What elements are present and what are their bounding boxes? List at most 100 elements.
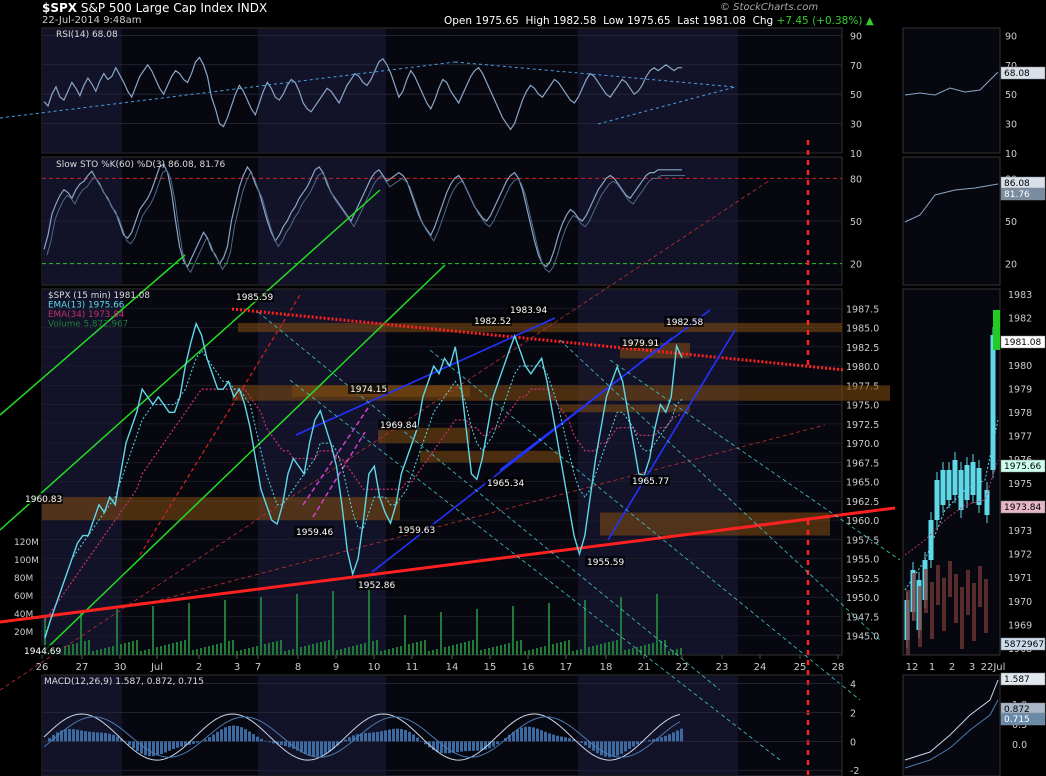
x-tick-label: 26 — [36, 662, 49, 673]
macd-histogram-bar — [208, 737, 211, 742]
macd-histogram-bar — [620, 741, 623, 754]
macd-histogram-bar — [436, 741, 439, 752]
volume-tick-label: 40M — [14, 610, 33, 620]
inset-badge-price: 1981.08 — [1004, 338, 1041, 348]
macd-histogram-bar — [332, 741, 335, 749]
macd-histogram-bar — [424, 741, 427, 745]
annotation-bg — [630, 475, 670, 486]
inset-badge-ema13-bg — [1000, 459, 1046, 473]
volume-bar — [312, 644, 314, 655]
inset-badge-volume: 5872967 — [1004, 640, 1044, 650]
volume-bar — [196, 649, 198, 655]
inset-candle — [990, 335, 996, 470]
inset-price-tick-label: 1975 — [1008, 479, 1032, 490]
volume-bar — [172, 643, 174, 655]
macd-histogram-bar — [308, 741, 311, 756]
volume-bar — [112, 646, 114, 655]
inset-badge-ema13: 1975.66 — [1004, 462, 1041, 472]
macd-histogram-bar — [372, 732, 375, 742]
volume-bar — [668, 651, 670, 655]
price-annotation: 1985.59 — [236, 293, 273, 303]
volume-bar — [256, 646, 258, 655]
inset-volume-bar — [918, 586, 922, 647]
macd-histogram-bar — [464, 741, 467, 752]
macd-histogram-bar — [108, 733, 111, 742]
green-channel-line-3 — [44, 264, 446, 651]
volume-bar — [164, 645, 166, 655]
volume-bar — [260, 597, 262, 655]
macd-histogram-bar — [452, 741, 455, 753]
macd-legend: MACD(12,26,9) 1.587, 0.872, 0.715 — [44, 677, 204, 687]
x-tick-label: 11 — [406, 662, 419, 673]
macd-histogram-bar — [288, 741, 291, 748]
macd-histogram-bar — [92, 732, 95, 742]
price-tick-label: 1947.5 — [846, 612, 879, 623]
x-tick-label: 2 — [196, 662, 202, 673]
inset-macd-tick-label: 0.0 — [1012, 740, 1027, 751]
macd-histogram-bar — [568, 738, 571, 742]
inset-rsi-tick-label: 50 — [1005, 90, 1017, 101]
volume-tick-label: 120M — [14, 538, 39, 548]
inset-volume-bar — [906, 590, 910, 655]
price-zone-5 — [560, 404, 690, 413]
up-arrow-icon: ▲ — [865, 15, 874, 27]
macd-histogram-bar — [664, 735, 667, 742]
volume-bar — [644, 645, 646, 655]
volume-bar — [672, 650, 674, 655]
macd-histogram-bar — [212, 734, 215, 742]
inset-badge-ema34: 1973.84 — [1004, 503, 1041, 513]
volume-bar — [212, 645, 214, 655]
inset-volume-bar — [978, 566, 982, 607]
macd-histogram-bar — [168, 741, 171, 751]
price-tick-label: 1975.0 — [846, 401, 879, 412]
volume-bar — [360, 644, 362, 655]
volume-bar — [636, 647, 638, 655]
volume-bar — [588, 647, 590, 655]
inset-volume-bar — [930, 582, 934, 639]
macd-histogram-bar — [364, 733, 367, 742]
volume-bar — [448, 646, 450, 655]
price-legend-2: EMA(34) 1973.84 — [48, 310, 125, 320]
macd-histogram-bar — [104, 732, 107, 742]
volume-bar — [476, 609, 478, 655]
volume-bar — [472, 640, 474, 655]
macd-histogram-bar — [588, 741, 591, 748]
volume-bar — [604, 643, 606, 655]
macd-histogram-bar — [392, 728, 395, 742]
macd-histogram-bar — [584, 741, 587, 746]
volume-bar — [208, 646, 210, 655]
price-annotation: 1969.84 — [380, 421, 417, 431]
inset-candle — [958, 470, 964, 510]
volume-bar — [436, 649, 438, 655]
macd-histogram-bar — [136, 741, 139, 752]
volume-bar — [220, 643, 222, 655]
x-tick-label: 14 — [446, 662, 459, 673]
volume-bar — [412, 643, 414, 655]
macd-histogram-bar — [140, 741, 143, 754]
x-tick-label: 30 — [114, 662, 127, 673]
red-steep-trendline — [139, 294, 301, 556]
price-tick-label: 1980.0 — [846, 362, 879, 373]
volume-bar — [160, 646, 162, 655]
macd-histogram-bar — [236, 725, 239, 742]
rsi-legend: RSI(14) 68.08 — [56, 30, 118, 40]
macd-histogram-bar — [376, 731, 379, 742]
volume-bar — [488, 648, 490, 655]
macd-histogram-bar — [192, 741, 195, 744]
volume-bar — [320, 642, 322, 655]
volume-bar — [464, 642, 466, 655]
macd-histogram-bar — [432, 741, 435, 750]
volume-bar — [512, 606, 514, 655]
macd-histogram-bar — [112, 734, 115, 742]
volume-bar — [624, 650, 626, 655]
volume-bar — [252, 647, 254, 655]
volume-bar — [584, 600, 586, 655]
macd-histogram-bar — [188, 741, 191, 745]
inset-volume-bar — [960, 587, 964, 649]
volume-bar — [120, 644, 122, 655]
inset-volume-bar — [936, 565, 940, 605]
last-value: 1981.08 — [702, 15, 746, 27]
annotation-bg — [234, 291, 274, 302]
volume-bar — [272, 642, 274, 655]
cyan-dashed-trendline-2 — [429, 349, 861, 701]
